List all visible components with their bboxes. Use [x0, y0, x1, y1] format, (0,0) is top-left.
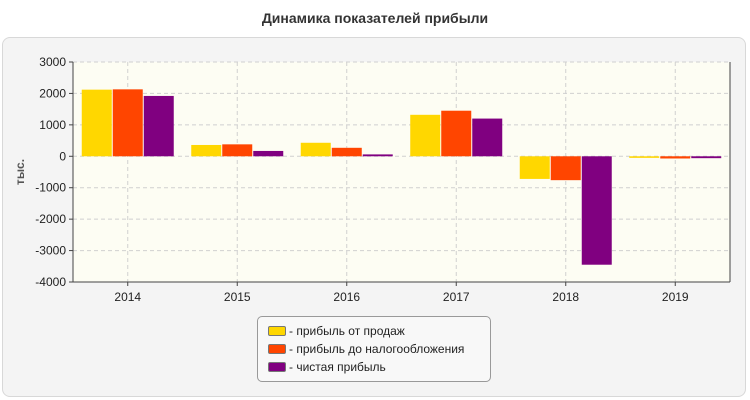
bars — [81, 89, 722, 265]
bar — [112, 89, 143, 157]
y-tick-label: 3000 — [39, 55, 66, 69]
y-tick-label: -1000 — [35, 181, 66, 195]
legend-label: - чистая прибыль — [289, 360, 386, 374]
x-tick-label: 2014 — [114, 290, 141, 304]
legend-label: - прибыль до налогообложения — [289, 342, 465, 356]
grid — [73, 61, 730, 282]
y-tick-label: 2000 — [39, 86, 66, 100]
bar — [222, 144, 253, 157]
bar — [581, 156, 612, 265]
legend-item-sales-profit: - прибыль от продаж — [268, 322, 490, 340]
bar — [362, 154, 393, 157]
y-tick-label: -3000 — [35, 244, 66, 258]
x-tick-label: 2015 — [224, 290, 251, 304]
y-tick-label: 1000 — [39, 118, 66, 132]
x-tick-label: 2018 — [552, 290, 579, 304]
legend-label: - прибыль от продаж — [289, 324, 405, 338]
x-tick-label: 2019 — [662, 290, 689, 304]
bar — [300, 142, 331, 157]
y-tick-label: -2000 — [35, 212, 66, 226]
bar — [441, 110, 472, 157]
bar — [519, 156, 550, 179]
bar — [81, 89, 112, 157]
bar — [143, 95, 174, 157]
bar — [629, 156, 660, 158]
legend-swatch-pretax-profit — [268, 344, 286, 354]
legend-item-pretax-profit: - прибыль до налогообложения — [268, 340, 490, 358]
bar — [660, 156, 691, 159]
x-tick-label: 2016 — [333, 290, 360, 304]
axes — [69, 61, 731, 286]
bar — [691, 156, 722, 159]
bar — [550, 156, 581, 181]
x-tick-label: 2017 — [443, 290, 470, 304]
plot-area — [73, 62, 730, 282]
bar — [410, 114, 441, 157]
y-tick-label: -4000 — [35, 275, 66, 289]
legend: - прибыль от продаж - прибыль до налогоо… — [257, 316, 491, 382]
bar — [191, 144, 222, 157]
legend-swatch-net-profit — [268, 362, 286, 372]
bar — [253, 150, 284, 157]
legend-item-net-profit: - чистая прибыль — [268, 358, 490, 376]
bar — [472, 118, 503, 157]
bar — [331, 147, 362, 157]
legend-swatch-sales-profit — [268, 326, 286, 336]
y-tick-label: 0 — [59, 149, 66, 163]
chart-title: Динамика показателей прибыли — [261, 10, 489, 26]
y-axis-label: тыс. — [13, 159, 27, 185]
tick-labels: 3000 2000 1000 0 -1000 -2000 -3000 -4000 2014 201… — [35, 55, 689, 304]
